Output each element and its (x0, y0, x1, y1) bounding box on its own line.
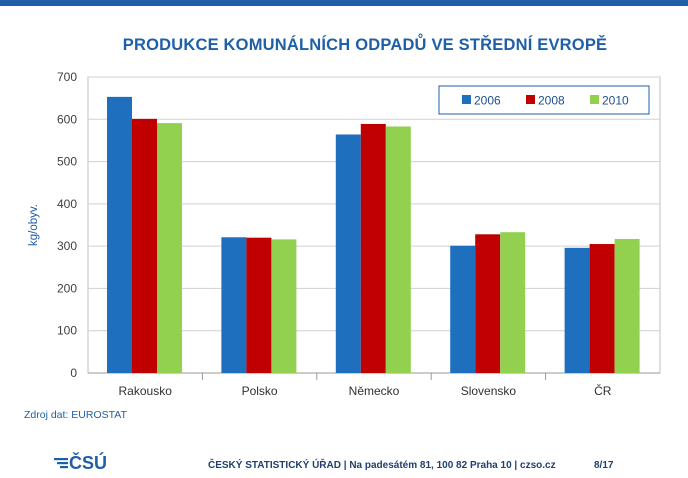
bar-2010-4 (500, 232, 526, 373)
y-axis-label: kg/obyv. (28, 204, 40, 246)
czso-logo-icon: ČSÚ (54, 452, 107, 471)
bar-2006-1 (107, 96, 132, 374)
x-tick-label: Slovensko (461, 384, 517, 398)
y-tick-label: 0 (70, 366, 77, 380)
page-number: 8/17 (594, 460, 614, 471)
bar-2006-4 (450, 245, 476, 373)
slide-title: PRODUKCE KOMUNÁLNÍCH ODPADŮ VE STŘEDNÍ E… (122, 36, 608, 54)
x-tick-label: Německo (349, 384, 400, 398)
top-accent-bar (0, 0, 688, 6)
y-tick-label: 500 (57, 155, 77, 169)
legend-label-2010: 2010 (602, 94, 629, 108)
footer-text: ČESKÝ STATISTICKÝ ÚŘAD | Na padesátém 81… (208, 460, 556, 471)
bar-2008-3 (360, 123, 386, 374)
bar-2006-2 (221, 237, 247, 373)
logo-text: ČSÚ (69, 452, 107, 471)
bar-2008-1 (132, 118, 157, 373)
legend-swatch-2008 (526, 95, 535, 104)
bar-2006-5 (564, 247, 590, 373)
bar-2008-2 (246, 237, 272, 373)
bar-2008-5 (589, 244, 615, 373)
bar-2008-4 (475, 234, 501, 373)
y-tick-label: 700 (57, 70, 77, 84)
legend-label-2008: 2008 (538, 94, 565, 108)
x-tick-label: Rakousko (119, 384, 173, 398)
y-tick-label: 400 (57, 197, 77, 211)
legend-swatch-2006 (462, 95, 471, 104)
y-tick-label: 300 (57, 239, 77, 253)
legend-swatch-2010 (590, 95, 599, 104)
bar-2006-3 (335, 134, 361, 373)
x-tick-label: Polsko (242, 384, 278, 398)
source-note: Zdroj dat: EUROSTAT (24, 409, 127, 421)
bar-2010-2 (271, 239, 297, 373)
x-tick-label: ČR (594, 383, 612, 398)
y-tick-label: 100 (57, 324, 77, 338)
bar-2010-5 (614, 238, 640, 373)
y-tick-label: 200 (57, 281, 77, 295)
bar-2010-1 (157, 123, 182, 373)
legend-label-2006: 2006 (474, 94, 501, 108)
bar-2010-3 (385, 126, 411, 373)
legend-box (438, 85, 650, 115)
y-tick-label: 600 (57, 112, 77, 126)
